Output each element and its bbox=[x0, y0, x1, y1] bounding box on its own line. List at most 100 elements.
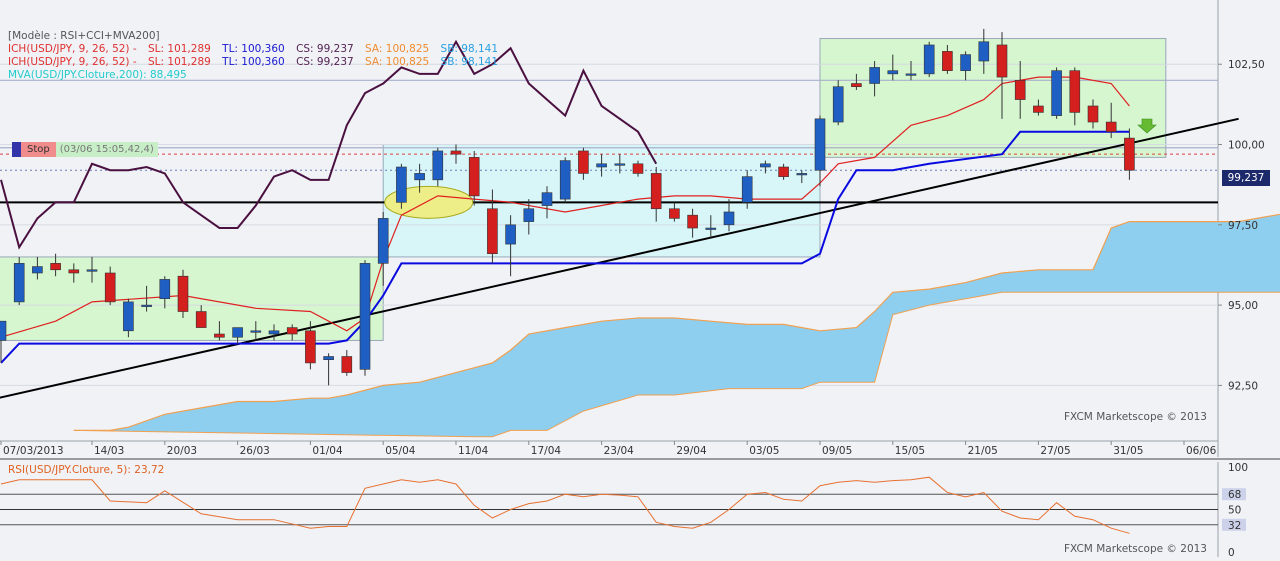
ich-name: ICH(USD/JPY, 9, 26, 52) - bbox=[8, 56, 137, 68]
candle-body bbox=[596, 163, 607, 168]
candle-body bbox=[1124, 137, 1135, 171]
rsi-line bbox=[0, 476, 1130, 534]
candle-body bbox=[487, 208, 498, 255]
candle-body bbox=[541, 192, 553, 206]
ich-cs: CS: 99,237 bbox=[296, 56, 354, 68]
candle-body bbox=[323, 356, 334, 361]
x-tick-label: 21/05 bbox=[968, 445, 998, 457]
candle-body bbox=[86, 269, 98, 272]
candle-body bbox=[68, 269, 80, 274]
y-tick-label: 100,00 bbox=[1228, 140, 1265, 152]
candle-body bbox=[104, 272, 116, 303]
span-b-line bbox=[73, 291, 1280, 438]
candle-body bbox=[905, 73, 917, 76]
x-tick-label: 23/04 bbox=[604, 445, 635, 457]
x-tick-label: 31/05 bbox=[1113, 445, 1143, 457]
candle-body bbox=[13, 263, 25, 303]
candle-body bbox=[1087, 105, 1099, 123]
candle-body bbox=[814, 118, 826, 171]
y-tick-label: 102,50 bbox=[1228, 59, 1265, 71]
legend-ich-1: ICH(USD/JPY, 9, 26, 52) - SL: 101,289 TL… bbox=[8, 43, 506, 56]
ich-sb: SB: 98,141 bbox=[440, 56, 499, 68]
copyright-bottom: FXCM Marketscope © 2013 bbox=[1064, 543, 1207, 555]
x-tick-label: 29/04 bbox=[676, 445, 707, 457]
candle-body bbox=[523, 208, 535, 222]
rsi-level-label: 32 bbox=[1228, 520, 1241, 532]
ich-sa: SA: 100,825 bbox=[365, 56, 430, 68]
ich-sa: SA: 100,825 bbox=[365, 43, 430, 55]
indicator-legend: [Modèle : RSI+CCI+MVA200] ICH(USD/JPY, 9… bbox=[8, 30, 506, 82]
chikou-span-line bbox=[0, 39, 658, 250]
ich-sl: SL: 101,289 bbox=[148, 43, 211, 55]
x-tick-label: 27/05 bbox=[1040, 445, 1070, 457]
x-tick-label: 09/05 bbox=[822, 445, 852, 457]
candle-body bbox=[123, 301, 134, 332]
candle-body bbox=[632, 163, 644, 174]
ich-sl: SL: 101,289 bbox=[148, 56, 211, 68]
rsi-level-box bbox=[1222, 488, 1246, 501]
highlight-ellipse bbox=[384, 185, 474, 219]
candle-body bbox=[1105, 121, 1117, 132]
candle-body bbox=[195, 311, 207, 328]
copyright-top: FXCM Marketscope © 2013 bbox=[1064, 411, 1207, 423]
candle-body bbox=[1014, 79, 1026, 100]
legend-mva: MVA(USD/JPY.Cloture,200): 88,495 bbox=[8, 69, 187, 81]
x-tick-label: 03/05 bbox=[749, 445, 779, 457]
candle-body bbox=[396, 166, 407, 203]
candle-body bbox=[960, 54, 971, 71]
y-tick-label: 95,00 bbox=[1228, 300, 1258, 312]
candle-body bbox=[832, 86, 844, 123]
ich-sb: SB: 98,141 bbox=[440, 43, 499, 55]
x-tick-label: 15/05 bbox=[895, 445, 925, 457]
candle-body bbox=[1033, 105, 1044, 113]
rsi-level-label: 50 bbox=[1228, 505, 1241, 517]
stop-marker-icon bbox=[12, 142, 21, 157]
candle-body bbox=[141, 304, 152, 307]
stop-label: Stop bbox=[21, 142, 56, 157]
candle-body bbox=[0, 320, 7, 341]
x-tick-label: 05/04 bbox=[385, 445, 416, 457]
rsi-level-box bbox=[1222, 518, 1246, 531]
candle-body bbox=[50, 263, 61, 271]
signal-arrow-layer bbox=[1137, 118, 1157, 134]
candle-body bbox=[268, 330, 280, 335]
candle-body bbox=[32, 266, 43, 274]
price-zone bbox=[819, 38, 1167, 158]
candle-body bbox=[1051, 70, 1062, 116]
legend-model: [Modèle : RSI+CCI+MVA200] bbox=[8, 30, 160, 42]
rsi-level-label: 100 bbox=[1228, 462, 1248, 474]
candle-body bbox=[177, 275, 189, 312]
rsi-level-label: 68 bbox=[1228, 489, 1241, 501]
down-arrow-icon[interactable] bbox=[1137, 118, 1157, 134]
candle-body bbox=[687, 214, 698, 229]
kumo-layer bbox=[73, 213, 1280, 438]
candle-body bbox=[559, 160, 571, 200]
x-tick-label: 14/03 bbox=[94, 445, 124, 457]
candle-body bbox=[978, 41, 990, 62]
kijun-sen-line bbox=[0, 130, 1130, 364]
rsi-title: RSI(USD/JPY.Cloture, 5): 23,72 bbox=[8, 464, 165, 476]
candle-body bbox=[614, 163, 626, 166]
candle-body bbox=[232, 327, 243, 338]
candle-body bbox=[723, 211, 735, 226]
stop-info: (03/06 15:05,42,4) bbox=[55, 142, 158, 157]
x-tick-label: 01/04 bbox=[312, 445, 343, 457]
x-tick-label: 06/06 bbox=[1186, 445, 1217, 457]
candle-body bbox=[578, 150, 589, 174]
current-price-label: 99,237 bbox=[1222, 170, 1270, 186]
candle-body bbox=[942, 51, 953, 71]
stop-order-badge[interactable]: Stop (03/06 15:05,42,4) bbox=[12, 142, 158, 157]
y-tick-label: 97,50 bbox=[1228, 220, 1258, 232]
x-tick-label: 11/04 bbox=[458, 445, 489, 457]
candle-body bbox=[159, 279, 171, 299]
x-tick-label: 26/03 bbox=[240, 445, 270, 457]
x-tick-label: 17/04 bbox=[531, 445, 562, 457]
ich-tl: TL: 100,360 bbox=[222, 43, 285, 55]
candle-body bbox=[305, 330, 316, 364]
candle-body bbox=[414, 173, 425, 181]
candle-body bbox=[468, 157, 480, 197]
kumo-cloud bbox=[73, 214, 1280, 437]
candle-body bbox=[760, 163, 771, 168]
candle-body bbox=[996, 44, 1008, 78]
